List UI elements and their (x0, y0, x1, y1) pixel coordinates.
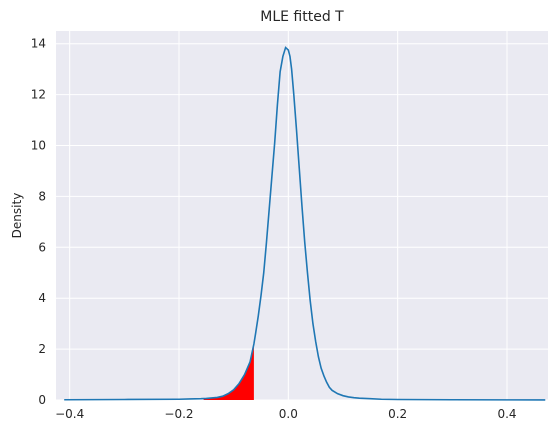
x-tick-label: −0.4 (55, 407, 84, 421)
x-tick-label: 0.0 (279, 407, 298, 421)
x-axis-ticks: −0.4 −0.2 0.0 0.2 0.4 (55, 407, 516, 421)
y-axis-ticks: 0 2 4 6 8 10 12 14 (31, 37, 46, 407)
shaded-tail-area (203, 344, 254, 400)
x-tick-label: −0.2 (164, 407, 193, 421)
y-tick-label: 2 (38, 342, 46, 356)
y-tick-label: 4 (38, 291, 46, 305)
y-axis-label: Density (10, 193, 24, 239)
y-tick-label: 6 (38, 240, 46, 254)
y-tick-label: 8 (38, 189, 46, 203)
y-tick-label: 14 (31, 37, 46, 51)
y-tick-label: 0 (38, 393, 46, 407)
density-curve (64, 46, 546, 401)
y-tick-label: 10 (31, 139, 46, 153)
x-tick-label: 0.4 (497, 407, 516, 421)
chart-title: MLE fitted T (260, 9, 344, 25)
y-tick-label: 12 (31, 88, 46, 102)
x-tick-label: 0.2 (388, 407, 407, 421)
